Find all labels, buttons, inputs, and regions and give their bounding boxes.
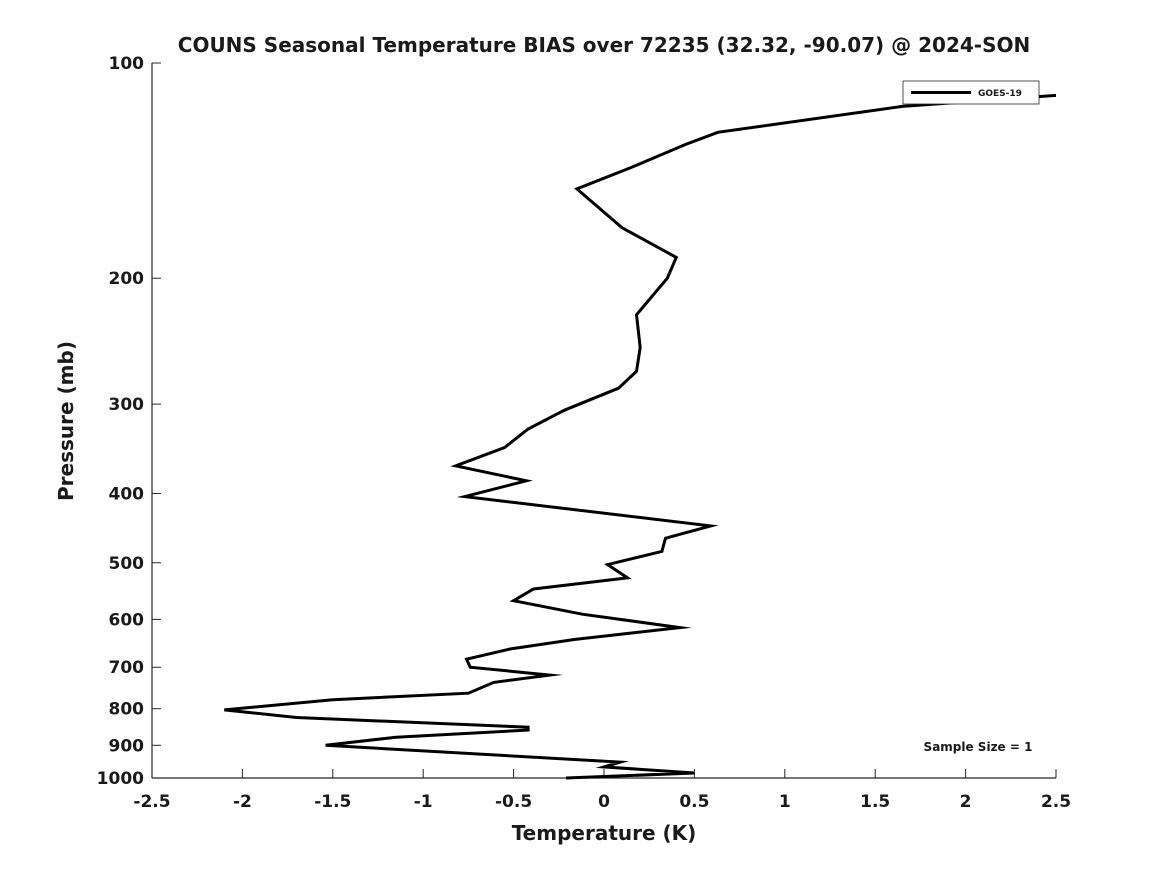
x-tick-label: -2.5 [133, 792, 170, 812]
series-layer [224, 93, 1056, 780]
y-axis-label: Pressure (mb) [54, 341, 78, 501]
x-tick-label: 2.5 [1041, 792, 1071, 812]
y-tick-label: 300 [109, 395, 145, 415]
series-line-goes-19 [224, 93, 1056, 780]
y-axis-ticks: 100 200 300 400 500 600 700 800 900 1000 [97, 54, 161, 789]
legend: GOES-19 [902, 80, 1040, 105]
x-tick-label: 2 [960, 792, 972, 812]
y-tick-label: 900 [109, 736, 145, 756]
x-axis-ticks: -2.5 -2 -1.5 -1 -0.5 0 0.5 1 1.5 2 2.5 [133, 769, 1071, 812]
x-tick-label: -0.5 [495, 792, 532, 812]
x-axis-label: Temperature (K) [512, 821, 697, 845]
sample-size-annotation: Sample Size = 1 [924, 740, 1033, 754]
y-tick-label: 700 [109, 658, 145, 678]
y-tick-label: 800 [109, 700, 145, 720]
x-tick-label: -1.5 [314, 792, 351, 812]
y-tick-label: 200 [109, 269, 145, 289]
y-tick-label: 1000 [97, 769, 144, 789]
y-tick-label: 600 [109, 610, 145, 630]
legend-entry-goes-19: GOES-19 [978, 89, 1022, 99]
chart-title: COUNS Seasonal Temperature BIAS over 722… [178, 33, 1030, 57]
x-tick-label: 1 [779, 792, 791, 812]
y-tick-label: 100 [109, 54, 145, 74]
x-tick-label: 0.5 [679, 792, 709, 812]
x-tick-label: -2 [233, 792, 252, 812]
x-tick-label: 1.5 [860, 792, 890, 812]
y-tick-label: 500 [109, 554, 145, 574]
y-tick-label: 400 [109, 484, 145, 504]
x-tick-label: -1 [414, 792, 433, 812]
x-tick-label: 0 [598, 792, 610, 812]
